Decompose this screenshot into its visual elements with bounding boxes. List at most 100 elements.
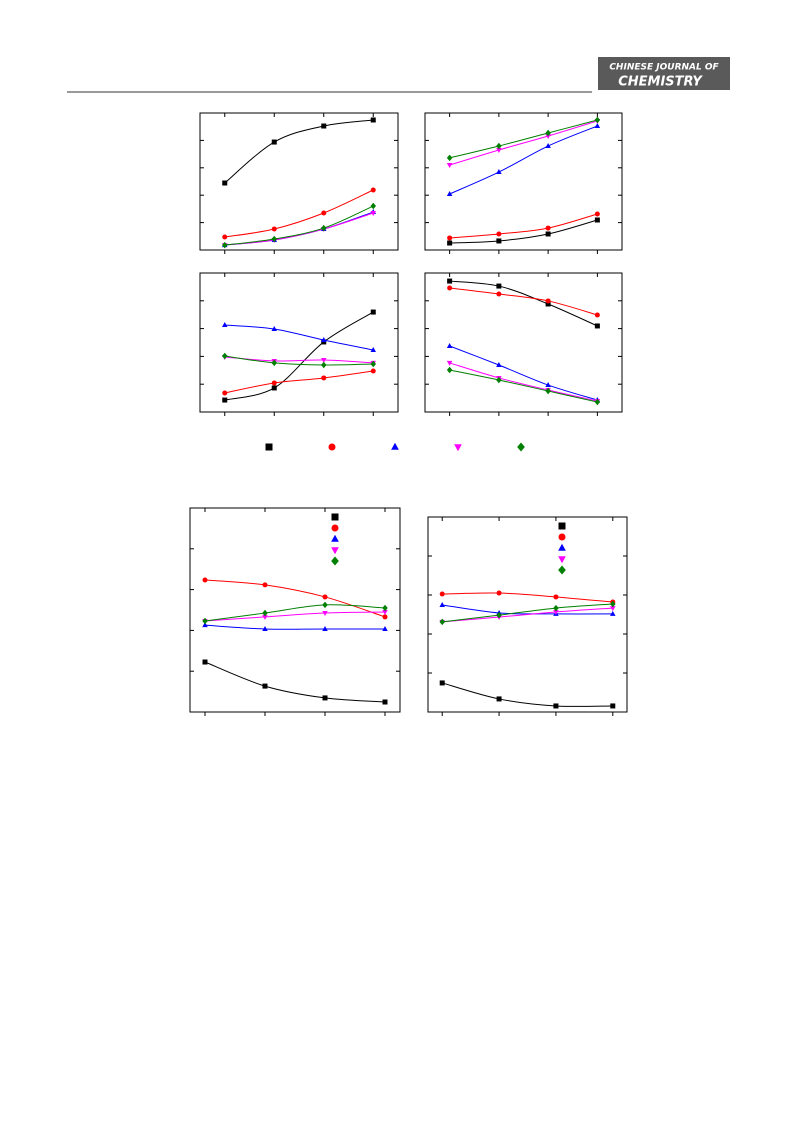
marker (447, 285, 453, 291)
series-line (204, 661, 386, 703)
plot-frame (424, 112, 623, 251)
marker (496, 147, 502, 153)
marker (545, 301, 551, 307)
marker (446, 342, 453, 348)
series-line (224, 311, 374, 401)
marker (322, 611, 328, 617)
marker (558, 543, 566, 551)
marker (370, 117, 376, 123)
marker (496, 238, 502, 244)
marker (610, 610, 616, 616)
series-line (224, 355, 374, 366)
marker (222, 390, 228, 396)
marker (382, 614, 388, 620)
marker (553, 703, 559, 709)
series-line (204, 624, 385, 630)
marker (496, 169, 502, 175)
marker (331, 534, 339, 542)
marker (322, 594, 328, 600)
marker (271, 326, 277, 332)
marker (594, 211, 600, 217)
marker (496, 142, 502, 150)
marker (331, 556, 339, 566)
marker (446, 360, 453, 366)
marker (439, 601, 445, 607)
marker (321, 336, 327, 342)
marker (553, 604, 559, 612)
series-line (449, 213, 598, 239)
marker (322, 625, 328, 631)
marker (370, 347, 376, 353)
marker (439, 591, 445, 597)
marker (202, 617, 208, 625)
marker (271, 385, 277, 391)
marker (610, 600, 616, 608)
journal-name: CHEMISTRY (618, 75, 703, 90)
series-line (449, 125, 598, 195)
series-line (224, 189, 374, 238)
marker (496, 283, 502, 289)
marker (496, 231, 502, 237)
marker (594, 398, 601, 406)
marker (545, 129, 551, 137)
marker (594, 323, 600, 329)
plot-frame (427, 516, 628, 713)
marker (321, 224, 327, 232)
marker (553, 609, 559, 615)
marker (496, 376, 502, 384)
marker (545, 231, 551, 237)
marker (382, 625, 388, 631)
marker (545, 225, 551, 231)
series-line (442, 682, 613, 707)
series-line (449, 287, 598, 316)
marker (446, 190, 453, 196)
marker (202, 659, 208, 665)
marker (321, 361, 327, 369)
marker (322, 695, 328, 701)
marker (447, 240, 453, 246)
marker (610, 606, 616, 612)
marker (262, 582, 268, 588)
series-line (204, 604, 386, 622)
marker (370, 187, 376, 193)
series-line (449, 219, 598, 244)
marker (262, 625, 268, 631)
marker (558, 556, 566, 564)
marker (331, 513, 339, 521)
marker (265, 443, 273, 451)
marker (202, 577, 208, 583)
series-line (442, 604, 613, 615)
series-line (204, 579, 386, 618)
marker (370, 368, 376, 374)
marker (370, 360, 376, 368)
marker (594, 123, 601, 129)
series-line (224, 356, 374, 364)
marker (496, 696, 502, 702)
marker (594, 217, 600, 223)
marker (222, 234, 228, 240)
marker (328, 443, 336, 451)
marker (322, 601, 328, 609)
series-line (204, 611, 386, 622)
plot-frame (189, 507, 401, 713)
marker (370, 309, 376, 315)
marker (558, 522, 566, 530)
marker (446, 366, 453, 374)
marker (610, 703, 616, 709)
series-line (224, 119, 374, 184)
series-line (449, 369, 598, 403)
marker (594, 312, 600, 318)
marker (447, 235, 453, 241)
series-line (442, 592, 613, 603)
marker (545, 387, 551, 395)
marker (370, 211, 376, 217)
marker (222, 321, 228, 327)
series-line (442, 607, 613, 623)
series-line (449, 280, 598, 327)
marker (439, 618, 445, 626)
marker (382, 699, 388, 705)
marker (222, 352, 228, 360)
marker (496, 590, 502, 596)
marker (370, 202, 376, 210)
marker (496, 362, 502, 368)
